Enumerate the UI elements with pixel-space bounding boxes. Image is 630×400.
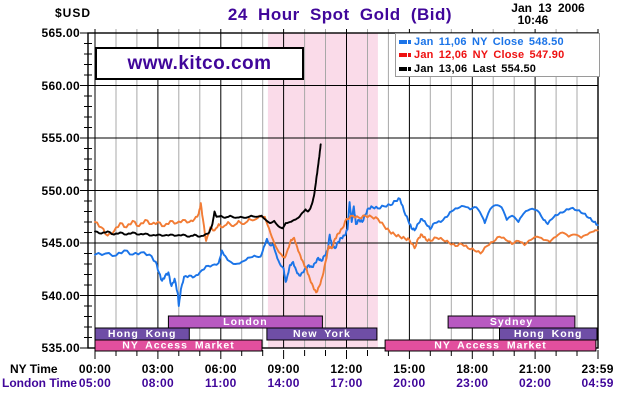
session-bar bbox=[266, 327, 378, 341]
london-time-tick-label: 17:00 bbox=[330, 376, 363, 390]
y-axis-tick-label: 565.00 bbox=[41, 26, 80, 40]
legend-label: Jan 13,06 Last 554.50 bbox=[414, 62, 537, 75]
ny-time-tick-label: 00:00 bbox=[78, 362, 112, 376]
timestamp-date: Jan 13 2006 bbox=[511, 1, 585, 15]
legend-marker-icon bbox=[399, 66, 407, 71]
session-bar bbox=[94, 339, 263, 352]
session-bar-label: Hong Kong bbox=[108, 328, 177, 340]
ny-time-tick-label: 23:59 bbox=[581, 362, 614, 376]
y-axis-tick-label: 540.00 bbox=[41, 288, 80, 303]
legend-marker-icon bbox=[399, 39, 407, 44]
london-time-tick-label: 08:00 bbox=[141, 376, 174, 390]
legend-marker-icon bbox=[408, 66, 411, 71]
session-bar bbox=[167, 315, 323, 329]
kitco-watermark-link[interactable]: www.kitco.com bbox=[95, 47, 304, 80]
series-line-jan-12 bbox=[94, 202, 599, 294]
ny-time-tick-label: 21:00 bbox=[518, 362, 552, 376]
ny-time-tick-label: 12:00 bbox=[330, 362, 363, 376]
ny-time-tick-label: 09:00 bbox=[267, 362, 300, 376]
y-axis-tick-label: 555.00 bbox=[41, 131, 80, 145]
legend-label: Jan 12,06 NY Close 547.90 bbox=[414, 49, 565, 62]
x-axis-name-ny-time: NY Time bbox=[10, 362, 58, 376]
ny-time-tick-label: 15:00 bbox=[393, 362, 426, 376]
london-time-tick-label: 02:00 bbox=[518, 376, 552, 390]
session-bar bbox=[384, 339, 597, 352]
y-axis-tick-label: 560.00 bbox=[41, 78, 80, 93]
london-time-tick-label: 05:00 bbox=[78, 376, 112, 390]
legend-row: Jan 11,06 NY Close 548.50 bbox=[399, 35, 599, 49]
session-bar-label: NY Access Market bbox=[434, 340, 546, 352]
kitco-watermark-text: www.kitco.com bbox=[127, 52, 272, 74]
legend-marker-icon bbox=[399, 53, 407, 58]
ny-time-tick-label: 06:00 bbox=[204, 362, 237, 376]
london-time-tick-label: 11:00 bbox=[205, 376, 237, 390]
session-bar-label: New York bbox=[293, 328, 351, 340]
legend-marker-icon bbox=[408, 53, 411, 58]
timestamp-time: 10:46 bbox=[517, 13, 549, 27]
session-bar-label: Hong Kong bbox=[514, 328, 583, 340]
legend: Jan 11,06 NY Close 548.50 Jan 12,06 NY Cl… bbox=[395, 33, 600, 77]
session-bar-label: London bbox=[223, 316, 267, 328]
y-axis-tick-label: 550.00 bbox=[41, 183, 80, 198]
london-time-tick-label: 14:00 bbox=[267, 376, 300, 390]
chart-title: 24 Hour Spot Gold (Bid) bbox=[227, 5, 453, 24]
london-time-tick-label: 20:00 bbox=[393, 376, 426, 390]
london-time-tick-label: 04:59 bbox=[581, 376, 614, 390]
y-axis-tick-label: 535.00 bbox=[41, 341, 80, 355]
legend-row: Jan 13,06 Last 554.50 bbox=[399, 62, 599, 76]
ny-time-tick-label: 18:00 bbox=[456, 362, 489, 376]
timestamp: Jan 13 2006 10:46 bbox=[496, 2, 600, 26]
legend-row: Jan 12,06 NY Close 547.90 bbox=[399, 49, 599, 63]
y-axis-tick-label: 545.00 bbox=[41, 236, 80, 250]
currency-label: $USD bbox=[55, 6, 92, 20]
series-line-jan-11 bbox=[94, 197, 599, 307]
legend-marker-icon bbox=[408, 39, 411, 44]
series-line-jan-13 bbox=[94, 143, 322, 238]
x-axis-name-london-time: London Time bbox=[2, 376, 78, 390]
session-bar-label: Sydney bbox=[490, 316, 533, 328]
session-bar-label: NY Access Market bbox=[122, 340, 234, 352]
london-time-tick-label: 23:00 bbox=[456, 376, 489, 390]
plot-frame bbox=[87, 32, 599, 349]
ny-time-tick-label: 03:00 bbox=[141, 362, 174, 376]
legend-label: Jan 11,06 NY Close 548.50 bbox=[414, 35, 564, 48]
